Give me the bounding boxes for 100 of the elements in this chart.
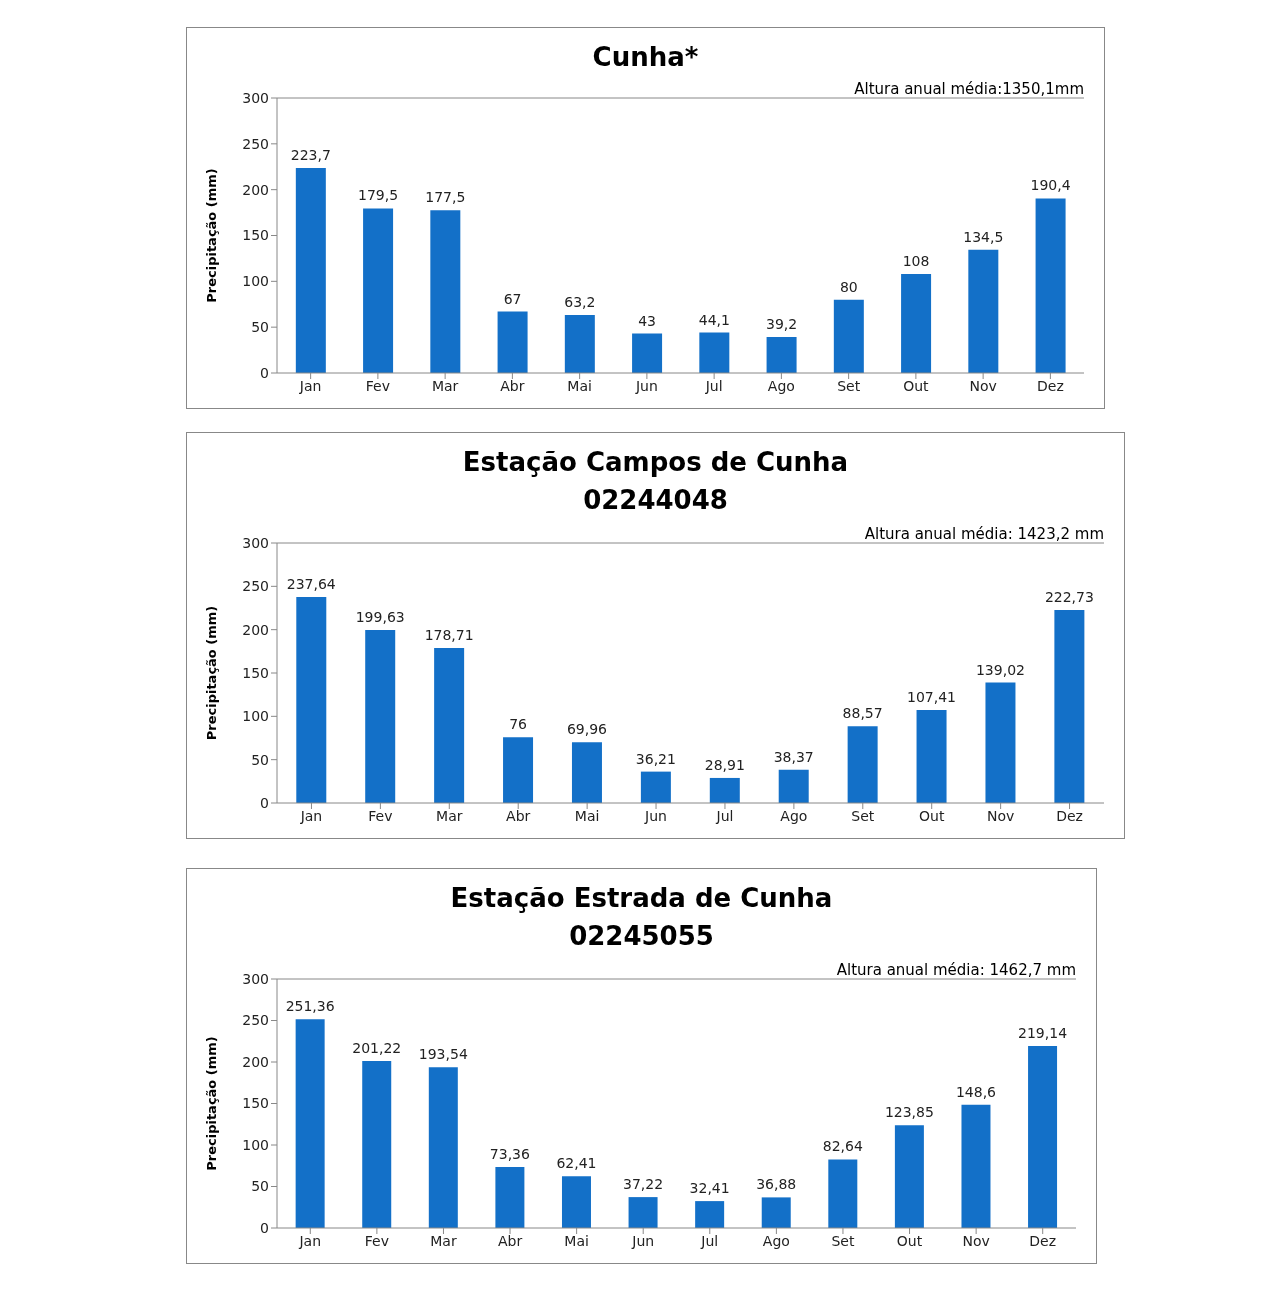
bar <box>365 629 396 803</box>
data-label: 134,5 <box>963 228 1004 245</box>
y-tick-label: 250 <box>242 135 269 152</box>
y-tick-label: 0 <box>260 1219 269 1236</box>
data-label: 190,4 <box>1030 177 1071 194</box>
y-tick-label: 50 <box>251 1178 269 1195</box>
data-label: 222,73 <box>1044 588 1094 605</box>
x-tick-label: Jul <box>715 807 734 824</box>
x-tick-label: Nov <box>986 807 1015 824</box>
bar <box>828 1159 858 1228</box>
y-axis-title: Precipitação (mm) <box>203 168 219 303</box>
bar <box>561 1176 591 1228</box>
bar <box>901 274 932 373</box>
data-label: 148,6 <box>955 1083 997 1100</box>
bar <box>833 299 864 373</box>
bar <box>428 1067 458 1228</box>
data-label: 237,64 <box>286 576 336 593</box>
data-label: 37,22 <box>623 1176 664 1193</box>
data-label: 82,64 <box>822 1138 863 1155</box>
y-tick-label: 100 <box>242 273 269 290</box>
data-label: 199,63 <box>355 608 405 625</box>
y-tick-label: 250 <box>242 1012 269 1029</box>
x-tick-label: Out <box>896 1232 923 1249</box>
x-tick-label: Ago <box>767 377 795 394</box>
x-tick-label: Out <box>919 807 945 824</box>
y-tick-label: 150 <box>242 664 269 681</box>
data-label: 38,37 <box>773 748 814 765</box>
x-tick-label: Mai <box>564 1232 589 1249</box>
bar <box>761 1197 791 1228</box>
bar <box>1035 198 1066 373</box>
x-tick-label: Dez <box>1056 807 1083 824</box>
bar <box>961 1104 991 1228</box>
data-label: 251,36 <box>285 998 335 1015</box>
x-tick-label: Mar <box>436 807 463 824</box>
y-tick-label: 200 <box>242 181 269 198</box>
bar <box>503 737 534 803</box>
x-tick-label: Mar <box>430 1232 457 1249</box>
x-tick-label: Mai <box>567 377 592 394</box>
annotation: Altura anual média: 1462,7 mm <box>836 961 1076 979</box>
y-tick-label: 50 <box>251 319 269 336</box>
bar <box>497 311 528 373</box>
x-tick-label: Ago <box>780 807 808 824</box>
bar <box>1054 609 1085 803</box>
x-tick-label: Jun <box>631 1232 655 1249</box>
y-tick-label: 200 <box>242 1053 269 1070</box>
chart-subtitle: 02244048 <box>582 485 729 515</box>
y-tick-label: 250 <box>242 578 269 595</box>
data-label: 223,7 <box>290 146 331 163</box>
data-label: 139,02 <box>975 661 1025 678</box>
x-tick-label: Jan <box>298 1232 322 1249</box>
annotation: Altura anual média: 1423,2 mm <box>864 525 1104 543</box>
chart-title: Estação Estrada de Cunha <box>449 883 834 913</box>
data-label: 39,2 <box>765 316 798 333</box>
bar <box>296 597 327 803</box>
bar <box>709 777 740 803</box>
x-tick-label: Mai <box>574 807 600 824</box>
bar <box>699 332 730 373</box>
bar <box>571 742 602 803</box>
data-label: 88,57 <box>842 705 883 722</box>
x-tick-label: Nov <box>969 377 997 394</box>
y-tick-label: 0 <box>260 364 269 381</box>
x-tick-label: Mar <box>431 377 459 394</box>
x-tick-label: Fev <box>364 1232 389 1249</box>
x-tick-label: Set <box>837 377 861 394</box>
bar <box>363 208 394 373</box>
bar <box>628 1197 658 1228</box>
y-tick-label: 150 <box>242 227 269 244</box>
x-tick-label: Out <box>903 377 930 394</box>
data-label: 177,5 <box>425 189 466 206</box>
x-tick-label: Jun <box>644 807 667 824</box>
bar <box>430 210 461 373</box>
bar <box>916 709 947 803</box>
y-tick-label: 100 <box>242 708 269 725</box>
bar <box>968 249 999 373</box>
data-label: 76 <box>509 716 528 733</box>
y-tick-label: 300 <box>242 89 269 106</box>
x-tick-label: Dez <box>1029 1232 1057 1249</box>
chart-title: Estação Campos de Cunha <box>461 447 850 477</box>
data-label: 28,91 <box>704 756 745 773</box>
x-tick-label: Ago <box>762 1232 790 1249</box>
x-tick-label: Set <box>851 807 875 824</box>
bar <box>778 769 809 803</box>
data-label: 107,41 <box>907 688 957 705</box>
x-tick-label: Set <box>831 1232 855 1249</box>
y-tick-label: 300 <box>242 970 269 987</box>
data-label: 44,1 <box>698 311 730 328</box>
y-axis-title: Precipitação (mm) <box>203 605 219 741</box>
chart-title: Cunha* <box>591 42 700 72</box>
x-tick-label: Nov <box>962 1232 990 1249</box>
x-tick-label: Abr <box>497 1232 523 1249</box>
data-label: 179,5 <box>358 187 399 204</box>
x-tick-label: Fev <box>368 807 393 824</box>
y-tick-label: 150 <box>242 1095 269 1112</box>
x-tick-label: Abr <box>500 377 525 394</box>
data-label: 63,2 <box>564 294 596 311</box>
x-tick-label: Jun <box>634 377 658 394</box>
bar <box>1028 1046 1058 1228</box>
bar <box>495 1167 525 1228</box>
data-label: 62,41 <box>556 1155 597 1172</box>
data-label: 178,71 <box>424 627 474 644</box>
